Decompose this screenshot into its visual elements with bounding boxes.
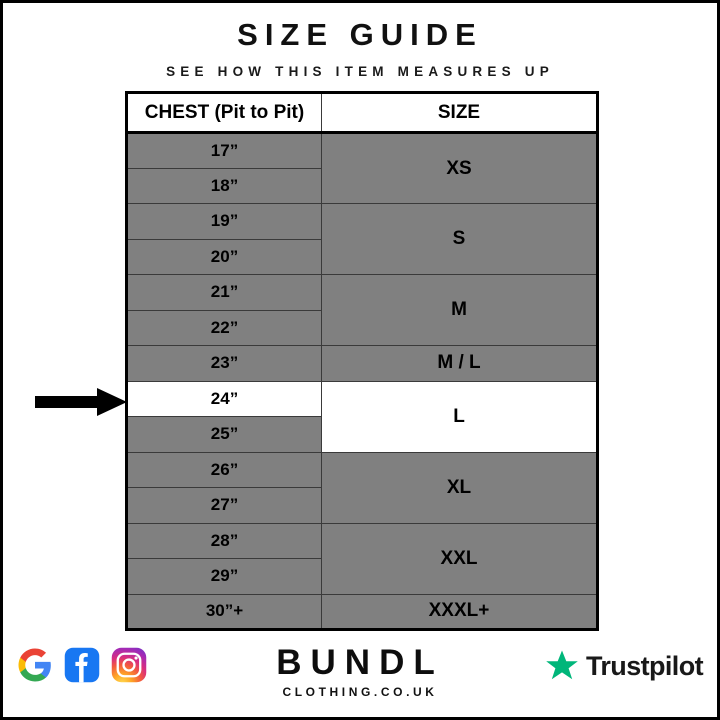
table-row: 21” M (126, 274, 598, 346)
chest-measurement-cell: 17” (126, 132, 322, 169)
page-title: SIZE GUIDE (237, 17, 483, 52)
size-label-cell: XXL (321, 522, 598, 595)
chest-measurement-cell: 23” (126, 345, 322, 382)
table-row: 28” XXL (126, 522, 598, 595)
table-row: 25” (126, 416, 598, 453)
trustpilot-logo[interactable]: Trustpilot (545, 649, 704, 683)
table-row: 24” L (126, 380, 598, 453)
size-label-cell: XXXL+ (321, 593, 598, 630)
chest-measurement-cell: 25” (126, 416, 322, 453)
chest-measurement-cell: 27” (126, 487, 322, 524)
chest-measurement-cell: 30”+ (126, 593, 322, 630)
table-header-row: CHEST (Pit to Pit) SIZE (126, 92, 598, 134)
table-body: 17” XS 18” 19” S 20” 21” M 22” 23” M / L 24” L 25” 26”… (126, 132, 598, 630)
chest-measurement-cell: 22” (126, 309, 322, 346)
chest-measurement-cell: 29” (126, 558, 322, 595)
social-links (17, 647, 147, 683)
highlight-arrow-icon (35, 387, 127, 417)
header-block: SIZE GUIDE SEE HOW THIS ITEM MEASURES UP (3, 17, 717, 79)
brand-domain: CLOTHING.CO.UK (282, 685, 438, 699)
column-header-chest: CHEST (Pit to Pit) (126, 92, 322, 134)
chest-measurement-cell: 24” (126, 380, 322, 417)
chest-measurement-cell: 21” (126, 274, 322, 311)
size-label-cell: L (321, 380, 598, 453)
trustpilot-star-icon (545, 649, 579, 683)
size-label-cell: XL (321, 451, 598, 524)
table-row: 29” (126, 558, 598, 595)
chest-measurement-cell: 19” (126, 203, 322, 240)
table-row: 18” (126, 167, 598, 204)
chest-measurement-cell: 26” (126, 451, 322, 488)
brand-name: BUNDL (276, 643, 444, 682)
size-label-cell: M / L (321, 345, 598, 382)
brand-logo: BUNDL CLOTHING.CO.UK (3, 645, 717, 699)
facebook-icon[interactable] (64, 647, 100, 683)
table-row: 30”+ XXXL+ (126, 593, 598, 630)
chest-measurement-cell: 18” (126, 167, 322, 204)
size-label-cell: XS (321, 132, 598, 204)
trustpilot-wordmark: Trustpilot (586, 650, 704, 681)
table-row: 27” (126, 487, 598, 524)
chest-measurement-cell: 28” (126, 522, 322, 559)
table-row: 20” (126, 238, 598, 275)
size-table-container: CHEST (Pit to Pit) SIZE 17” XS 18” 19” S 20” 2… (125, 91, 599, 631)
table-row: 17” XS (126, 132, 598, 204)
size-label-cell: M (321, 274, 598, 346)
table-row: 23” M / L (126, 345, 598, 382)
column-header-size: SIZE (321, 92, 598, 134)
instagram-icon[interactable] (111, 647, 147, 683)
page-subtitle: SEE HOW THIS ITEM MEASURES UP (166, 63, 554, 79)
size-label-cell: S (321, 203, 598, 275)
table-row: 26” XL (126, 451, 598, 524)
footer: BUNDL CLOTHING.CO.UK Trustpilot (3, 643, 717, 709)
chest-measurement-cell: 20” (126, 238, 322, 275)
google-icon[interactable] (17, 647, 53, 683)
table-row: 19” S (126, 203, 598, 275)
size-table: CHEST (Pit to Pit) SIZE 17” XS 18” 19” S 20” 2… (125, 91, 599, 631)
